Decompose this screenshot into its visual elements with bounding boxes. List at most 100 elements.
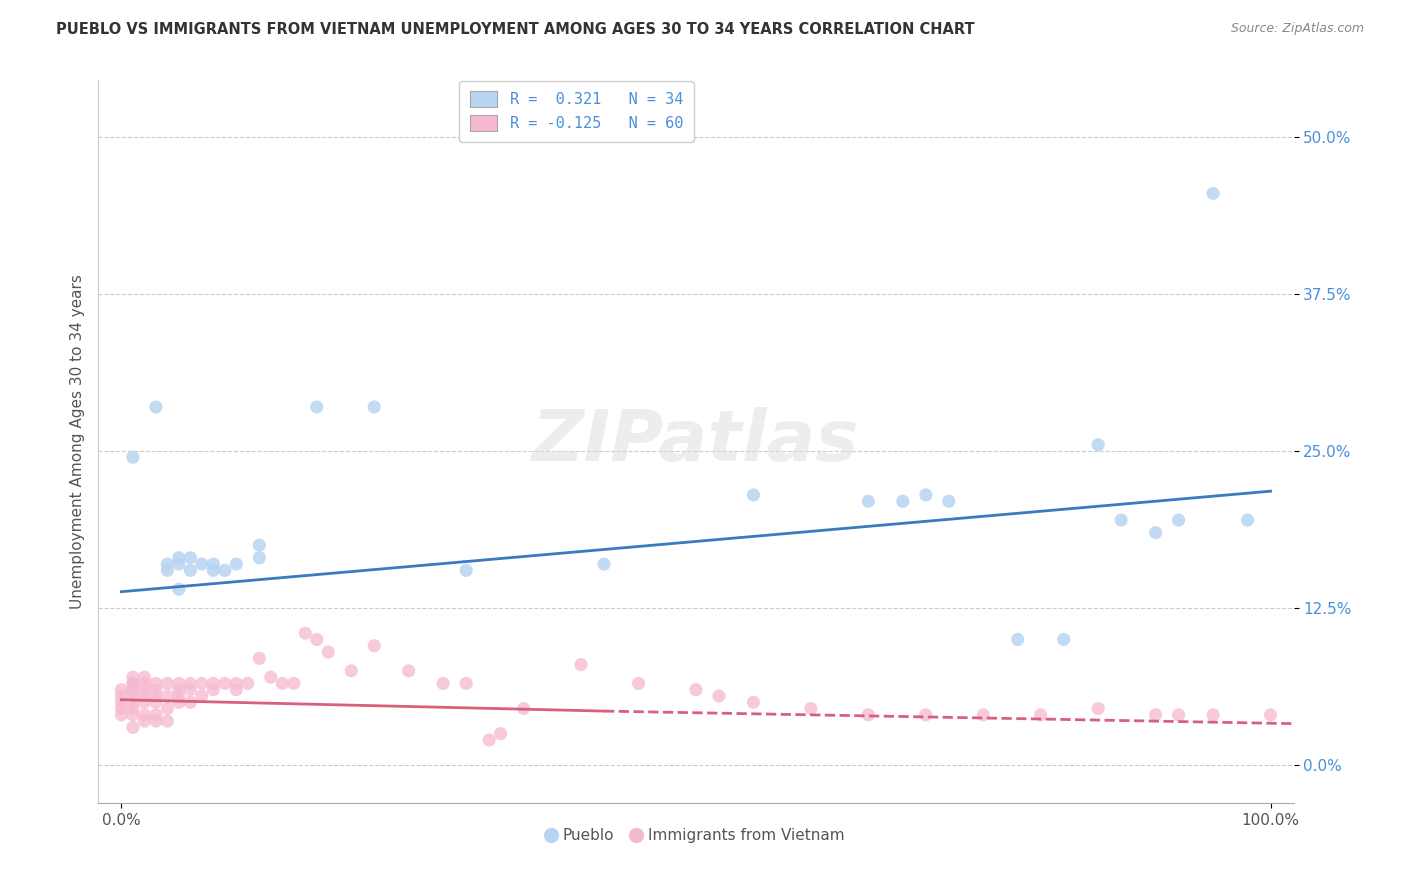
Point: [247, 538, 270, 552]
Point: [1167, 707, 1189, 722]
Point: [167, 676, 190, 690]
Point: [891, 494, 914, 508]
Point: [156, 689, 179, 703]
Point: [432, 676, 454, 690]
Point: [489, 727, 512, 741]
Point: [179, 682, 201, 697]
Point: [167, 689, 190, 703]
Point: [305, 400, 328, 414]
Point: [236, 676, 259, 690]
Point: [122, 682, 145, 697]
Point: [742, 488, 765, 502]
Point: [156, 563, 179, 577]
Point: [134, 682, 156, 697]
Point: [247, 651, 270, 665]
Point: [110, 707, 132, 722]
Point: [742, 695, 765, 709]
Point: [938, 494, 960, 508]
Point: [167, 550, 190, 565]
Point: [145, 689, 167, 703]
Point: [1109, 513, 1132, 527]
Point: [225, 676, 247, 690]
Point: [179, 550, 201, 565]
Point: [858, 494, 880, 508]
Point: [110, 701, 132, 715]
Point: [134, 676, 156, 690]
Point: [122, 676, 145, 690]
Point: [1087, 701, 1109, 715]
Point: [456, 676, 478, 690]
Point: [225, 682, 247, 697]
Point: [202, 557, 225, 571]
Point: [122, 707, 145, 722]
Text: ZIPatlas: ZIPatlas: [533, 407, 859, 476]
Point: [316, 645, 339, 659]
Point: [363, 400, 385, 414]
Point: [156, 676, 179, 690]
Point: [398, 664, 420, 678]
Point: [340, 664, 363, 678]
Point: [179, 676, 201, 690]
Point: [283, 676, 305, 690]
Point: [914, 707, 936, 722]
Point: [167, 557, 190, 571]
Point: [134, 707, 156, 722]
Point: [593, 557, 616, 571]
Point: [145, 682, 167, 697]
Point: [179, 695, 201, 709]
Point: [156, 701, 179, 715]
Point: [1260, 707, 1282, 722]
Point: [122, 720, 145, 734]
Point: [512, 701, 534, 715]
Point: [247, 550, 270, 565]
Point: [179, 563, 201, 577]
Legend: Pueblo, Immigrants from Vietnam: Pueblo, Immigrants from Vietnam: [541, 822, 851, 849]
Point: [167, 582, 190, 597]
Point: [110, 689, 132, 703]
Point: [1144, 525, 1167, 540]
Point: [134, 714, 156, 728]
Point: [110, 682, 132, 697]
Point: [167, 682, 190, 697]
Point: [294, 626, 316, 640]
Point: [260, 670, 283, 684]
Point: [156, 714, 179, 728]
Point: [1202, 186, 1225, 201]
Point: [134, 689, 156, 703]
Point: [122, 695, 145, 709]
Point: [134, 670, 156, 684]
Point: [145, 676, 167, 690]
Point: [225, 557, 247, 571]
Point: [167, 695, 190, 709]
Point: [305, 632, 328, 647]
Point: [156, 557, 179, 571]
Point: [363, 639, 385, 653]
Point: [145, 714, 167, 728]
Point: [1236, 513, 1258, 527]
Point: [110, 695, 132, 709]
Point: [202, 682, 225, 697]
Point: [1053, 632, 1076, 647]
Point: [191, 689, 214, 703]
Point: [569, 657, 592, 672]
Point: [122, 701, 145, 715]
Point: [122, 689, 145, 703]
Point: [271, 676, 294, 690]
Point: [972, 707, 994, 722]
Point: [122, 676, 145, 690]
Point: [1087, 438, 1109, 452]
Text: Source: ZipAtlas.com: Source: ZipAtlas.com: [1230, 22, 1364, 36]
Point: [122, 682, 145, 697]
Point: [134, 695, 156, 709]
Point: [214, 676, 236, 690]
Point: [202, 563, 225, 577]
Point: [202, 676, 225, 690]
Point: [214, 563, 236, 577]
Point: [478, 733, 501, 747]
Point: [800, 701, 823, 715]
Point: [122, 450, 145, 465]
Point: [858, 707, 880, 722]
Point: [685, 682, 707, 697]
Point: [1202, 707, 1225, 722]
Y-axis label: Unemployment Among Ages 30 to 34 years: Unemployment Among Ages 30 to 34 years: [69, 274, 84, 609]
